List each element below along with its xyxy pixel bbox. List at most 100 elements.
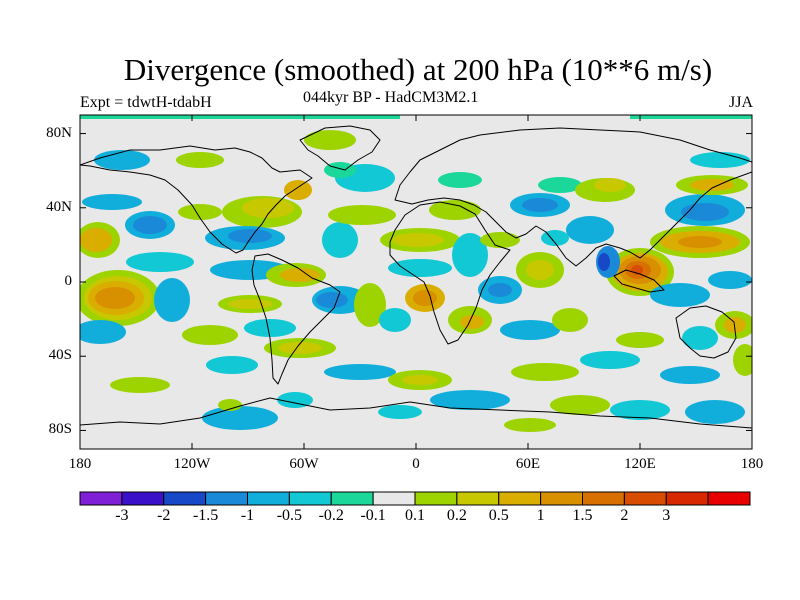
field-patch (126, 252, 194, 272)
colorbar-swatch (330, 491, 374, 506)
field-patch (650, 283, 710, 307)
colorbar-label: 3 (662, 507, 671, 524)
field-patch (244, 319, 296, 337)
colorbar-swatch (288, 491, 332, 506)
field-patch (678, 236, 722, 248)
colorbar-label: 0.1 (405, 507, 425, 524)
field-patch (182, 325, 238, 345)
colorbar-swatch (707, 491, 751, 506)
lat-tick-label: 40N (46, 198, 72, 215)
lat-tick-label: 80N (46, 124, 72, 141)
colorbar-label: 2 (620, 507, 629, 524)
divergence-field (80, 115, 752, 432)
lat-tick-label: 0 (64, 273, 73, 289)
field-patch (304, 130, 356, 150)
field-patch (228, 299, 272, 309)
field-patch (522, 198, 558, 212)
field-patch (354, 283, 386, 327)
colorbar-label: -2 (157, 507, 171, 524)
africa-coast (389, 201, 511, 345)
field-patch (218, 399, 242, 411)
field-patch (616, 332, 664, 348)
field-patch (95, 287, 135, 309)
field-patch (378, 405, 422, 419)
north-america-coast (80, 145, 313, 254)
field-patch (206, 356, 258, 374)
field-patch (284, 180, 312, 200)
lon-tick-label: 180 (740, 456, 764, 472)
field-patch (402, 375, 438, 385)
colorbar-swatch (623, 491, 667, 506)
field-patch (242, 198, 294, 218)
field-patch (580, 351, 640, 369)
field-patch (392, 233, 444, 247)
field-patch (460, 315, 484, 329)
field-patch (202, 406, 278, 430)
australia-coast (675, 305, 737, 359)
field-patch (708, 271, 752, 289)
colorbar-swatch (121, 491, 165, 506)
colorbar-label: 0.5 (488, 507, 509, 524)
field-patch (504, 418, 556, 432)
map-subtitle: 044kyr BP - HadCM3M2.1 (303, 89, 479, 106)
experiment-label: Expt = tdwtH-tdabH (80, 94, 212, 111)
field-patch (80, 115, 400, 119)
field-patch (154, 278, 190, 322)
field-patch (690, 152, 750, 168)
colorbar-swatch (582, 491, 625, 506)
colorbar-swatch (372, 491, 416, 506)
antarctica-coast (80, 397, 752, 429)
field-patch (526, 260, 554, 280)
colorbar-swatch (456, 491, 500, 506)
field-patch (733, 344, 752, 376)
field-patch (488, 283, 512, 297)
field-patch (277, 392, 313, 408)
lon-tick-label: 0 (412, 456, 420, 472)
field-patch (660, 366, 720, 384)
colorbar-label: -0.2 (318, 507, 344, 524)
colorbar-label: 0.2 (446, 507, 467, 524)
field-patch (430, 390, 510, 410)
colorbar-label: -0.5 (276, 507, 303, 524)
coastlines (80, 125, 752, 429)
field-patch (500, 320, 560, 340)
field-patch (80, 320, 126, 344)
field-patch (324, 364, 396, 380)
field-patch (316, 292, 348, 308)
field-patch (228, 229, 272, 243)
maritime-continent-coast (613, 269, 665, 293)
field-patch (550, 395, 610, 415)
field-patch (630, 115, 752, 119)
field-patch (682, 326, 718, 350)
field-patch (598, 253, 610, 271)
lon-tick-label: 120E (624, 456, 656, 472)
colorbar-swatch (247, 491, 290, 506)
colorbar-label: 1.5 (572, 507, 593, 524)
colorbar-label: -1 (240, 507, 255, 524)
field-patch (278, 342, 322, 354)
eurasia-coast (394, 127, 752, 267)
field-patch (94, 150, 150, 170)
lon-tick-label: 120W (173, 456, 211, 472)
colorbar-swatch (205, 491, 248, 506)
field-patch (176, 152, 224, 168)
field-patch (429, 200, 481, 220)
field-patch (328, 205, 396, 225)
colorbar-label: -0.1 (360, 507, 386, 524)
colorbar-swatch (163, 491, 207, 506)
field-patch (133, 216, 167, 234)
lat-tick-label: 40S (48, 347, 72, 364)
colorbar-label: -1.5 (192, 507, 219, 524)
colorbar-swatch (540, 491, 583, 506)
field-patch (110, 377, 170, 393)
colorbar-label: 1 (536, 507, 545, 524)
field-patch (480, 232, 520, 248)
field-patch (379, 308, 411, 332)
field-patch (280, 268, 320, 282)
field-patch (80, 228, 112, 252)
plot-frame (79, 114, 753, 450)
field-patch (724, 317, 746, 333)
field-patch (511, 363, 579, 381)
field-patch (690, 179, 734, 191)
